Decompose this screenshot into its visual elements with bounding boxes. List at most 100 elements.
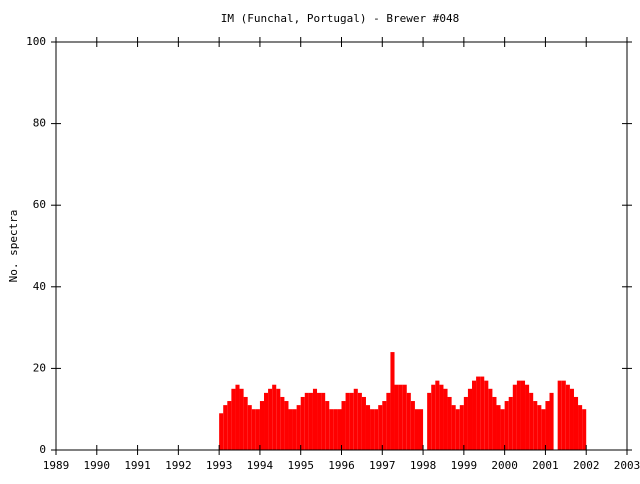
bar	[410, 401, 415, 450]
bar	[255, 409, 260, 450]
bar	[247, 405, 252, 450]
bar	[512, 384, 517, 450]
x-tick-label: 1998	[410, 459, 437, 472]
bar	[243, 396, 248, 450]
bar	[329, 409, 334, 450]
bar	[516, 380, 521, 450]
bar	[573, 396, 579, 450]
x-tick-label: 2003	[614, 459, 640, 472]
x-tick-label: 1992	[165, 459, 192, 472]
bar	[300, 396, 305, 450]
bar	[308, 392, 313, 450]
bar	[578, 405, 583, 450]
x-tick-label: 1997	[369, 459, 396, 472]
bar	[569, 388, 574, 450]
bar	[476, 376, 481, 450]
bar	[435, 380, 440, 450]
bar	[398, 384, 403, 450]
bar	[459, 405, 464, 450]
y-tick-label: 100	[26, 35, 46, 48]
bar	[488, 388, 493, 450]
bar	[549, 392, 554, 450]
bar	[365, 405, 371, 450]
bar	[317, 392, 322, 450]
x-tick-label: 1995	[287, 459, 314, 472]
bar	[508, 396, 513, 450]
x-tick-label: 2001	[532, 459, 559, 472]
bar	[353, 388, 358, 450]
x-tick-label: 1991	[124, 459, 151, 472]
y-axis-label: No. spectra	[7, 210, 20, 283]
bar	[227, 401, 232, 450]
bar	[484, 380, 489, 450]
x-tick-label: 1999	[451, 459, 478, 472]
x-tick-label: 1989	[43, 459, 70, 472]
bar	[370, 409, 375, 450]
bar	[537, 405, 542, 450]
bar	[292, 409, 297, 450]
bar	[374, 409, 379, 450]
bar	[268, 388, 273, 450]
bar	[345, 392, 350, 450]
bar	[231, 388, 236, 450]
bar	[504, 401, 509, 450]
bar	[325, 401, 330, 450]
bar	[402, 384, 407, 450]
bar	[382, 401, 387, 450]
bar	[357, 392, 362, 450]
bar	[386, 392, 391, 450]
bar	[284, 401, 289, 450]
bar	[219, 413, 224, 450]
bar	[239, 388, 244, 450]
y-tick-label: 40	[33, 280, 46, 293]
bar	[561, 380, 566, 450]
bar	[431, 384, 436, 450]
bar	[439, 384, 444, 450]
y-tick-label: 60	[33, 198, 46, 211]
bar	[565, 384, 570, 450]
bar	[541, 409, 546, 450]
bar	[418, 409, 424, 450]
x-tick-label: 1996	[328, 459, 355, 472]
bar	[557, 380, 562, 450]
x-tick-label: 1993	[206, 459, 233, 472]
bar	[304, 392, 309, 450]
x-tick-label: 2002	[573, 459, 600, 472]
bar	[321, 392, 326, 450]
bar	[500, 409, 505, 450]
x-tick-label: 1994	[247, 459, 274, 472]
bar	[492, 396, 497, 450]
bar	[455, 409, 460, 450]
bar	[296, 405, 301, 450]
bar	[251, 409, 256, 450]
bar	[414, 409, 419, 450]
bar	[533, 401, 538, 450]
bar	[349, 392, 354, 450]
bar	[312, 388, 318, 450]
bar	[341, 401, 346, 450]
bar	[472, 380, 477, 450]
y-tick-label: 80	[33, 117, 46, 130]
bar	[427, 392, 432, 450]
bar	[394, 384, 399, 450]
bar	[272, 384, 277, 450]
bar	[447, 396, 452, 450]
bar	[496, 405, 501, 450]
bar	[451, 405, 456, 450]
bar	[276, 388, 281, 450]
y-tick-label: 0	[39, 443, 46, 456]
bar	[223, 405, 228, 450]
bar	[235, 384, 240, 450]
bar	[529, 392, 534, 450]
bar	[467, 388, 473, 450]
bar	[480, 376, 485, 450]
bar	[361, 396, 366, 450]
bar	[337, 409, 342, 450]
y-tick-label: 20	[33, 361, 46, 374]
bar	[390, 352, 395, 450]
x-tick-label: 2000	[491, 459, 518, 472]
bar	[288, 409, 293, 450]
bar	[264, 392, 269, 450]
bar	[443, 388, 448, 450]
